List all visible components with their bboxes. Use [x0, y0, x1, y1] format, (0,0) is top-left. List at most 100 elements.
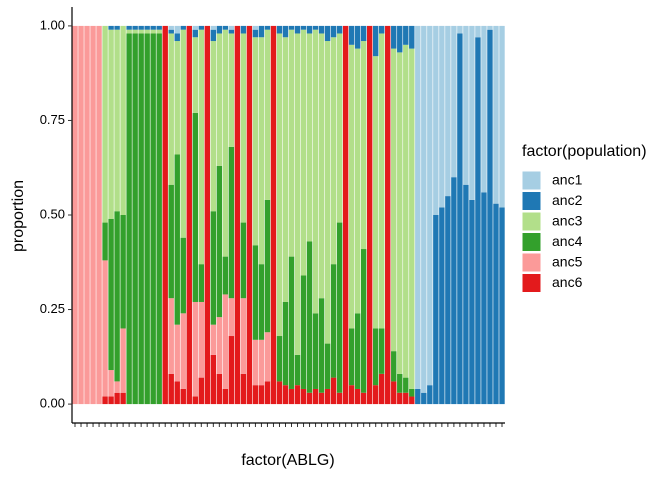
- bar-segment: [403, 25, 409, 45]
- bar-segment: [216, 373, 223, 405]
- bar-segment: [318, 392, 325, 405]
- bar-segment: [276, 381, 283, 405]
- bar-segment: [210, 25, 217, 30]
- bar-segment: [216, 165, 223, 318]
- legend-key: [521, 273, 542, 293]
- bar-segment: [180, 237, 186, 314]
- bar-segment: [186, 25, 192, 405]
- bar-segment: [372, 56, 379, 329]
- x-axis-label: factor(ABLG): [241, 452, 334, 469]
- legend-key: [521, 170, 542, 191]
- bar-segment: [240, 33, 247, 223]
- bar-segment: [198, 301, 205, 378]
- bar-segment: [372, 385, 379, 405]
- bar-segment: [198, 264, 205, 302]
- bar-segment: [360, 392, 367, 405]
- bar-segment: [120, 328, 126, 393]
- bar-segment: [300, 388, 307, 405]
- bar-segment: [397, 25, 403, 53]
- legend-key: [521, 211, 542, 232]
- bar-segment: [198, 29, 205, 265]
- bar-segment: [198, 25, 205, 30]
- bar-segment: [174, 41, 180, 155]
- bar-segment: [138, 29, 144, 34]
- bar-segment: [403, 377, 409, 393]
- bar-segment: [499, 25, 505, 208]
- bar-segment: [481, 25, 487, 193]
- bar-segment: [469, 199, 475, 405]
- bar-segment: [168, 373, 174, 405]
- bar-segment: [252, 245, 259, 340]
- bar-segment: [397, 52, 403, 374]
- legend-label: anc3: [552, 213, 583, 229]
- bar-segment: [72, 25, 78, 405]
- bar-segment: [481, 192, 487, 405]
- bar-segment: [168, 29, 174, 34]
- bar-segment: [156, 33, 162, 405]
- bar-segment: [379, 25, 385, 34]
- bar-segment: [174, 33, 180, 42]
- bar-segment: [300, 29, 307, 276]
- bar-segment: [240, 298, 247, 374]
- bar-segment: [409, 388, 415, 397]
- bar-segment: [240, 222, 247, 299]
- bar-segment: [427, 385, 433, 405]
- bar-segment: [132, 25, 138, 30]
- bar-segment: [252, 385, 259, 405]
- bar-segment: [354, 313, 361, 389]
- bar-segment: [306, 241, 313, 393]
- bar-segment: [246, 25, 253, 405]
- bar-segment: [216, 25, 223, 34]
- bar-segment: [150, 25, 156, 30]
- bar-segment: [342, 25, 349, 405]
- bar-segment: [475, 37, 481, 405]
- bar-segment: [114, 381, 120, 393]
- bar-segment: [282, 301, 289, 386]
- legend-key: [521, 252, 542, 273]
- bar-segment: [306, 33, 313, 242]
- bar-segment: [336, 33, 343, 223]
- bar-segment: [240, 373, 247, 405]
- bar-segment: [409, 396, 415, 405]
- bar-segment: [451, 25, 457, 178]
- legend-key: [521, 232, 542, 252]
- bar-segment: [108, 218, 114, 371]
- bar-segment: [144, 29, 150, 34]
- bar-segment: [330, 25, 337, 38]
- bar-segment: [264, 332, 271, 382]
- bar-segment: [276, 336, 283, 382]
- bar-segment: [174, 154, 180, 325]
- bar-segment: [216, 33, 223, 166]
- bar-segment: [192, 29, 198, 38]
- bar-segment: [210, 211, 217, 325]
- bar-segment: [126, 33, 132, 405]
- bar-segment: [391, 25, 397, 49]
- bar-segment: [210, 354, 217, 405]
- bar-segment: [403, 44, 409, 378]
- bar-segment: [192, 25, 198, 30]
- bar-segment: [108, 29, 114, 219]
- bar-segment: [312, 313, 319, 389]
- bar-segment: [282, 25, 289, 38]
- bar-segment: [475, 25, 481, 38]
- bar-segment: [126, 25, 132, 30]
- legend-key: [521, 191, 542, 211]
- bar-segment: [348, 328, 355, 386]
- bar-segment: [415, 388, 421, 405]
- bar-segment: [198, 377, 205, 405]
- bar-segment: [391, 48, 397, 352]
- legend-label: anc2: [552, 192, 583, 208]
- bar-segment: [228, 146, 235, 299]
- bar-segment: [120, 392, 126, 405]
- bar-segment: [258, 37, 265, 265]
- bar-segment: [445, 196, 451, 405]
- bar-segment: [222, 29, 229, 257]
- bar-segment: [391, 381, 397, 405]
- bar-segment: [427, 25, 433, 386]
- bar-segment: [276, 25, 283, 34]
- bar-segment: [409, 25, 415, 49]
- bar-segment: [469, 25, 475, 200]
- bar-segment: [421, 392, 427, 405]
- bar-segment: [264, 199, 271, 333]
